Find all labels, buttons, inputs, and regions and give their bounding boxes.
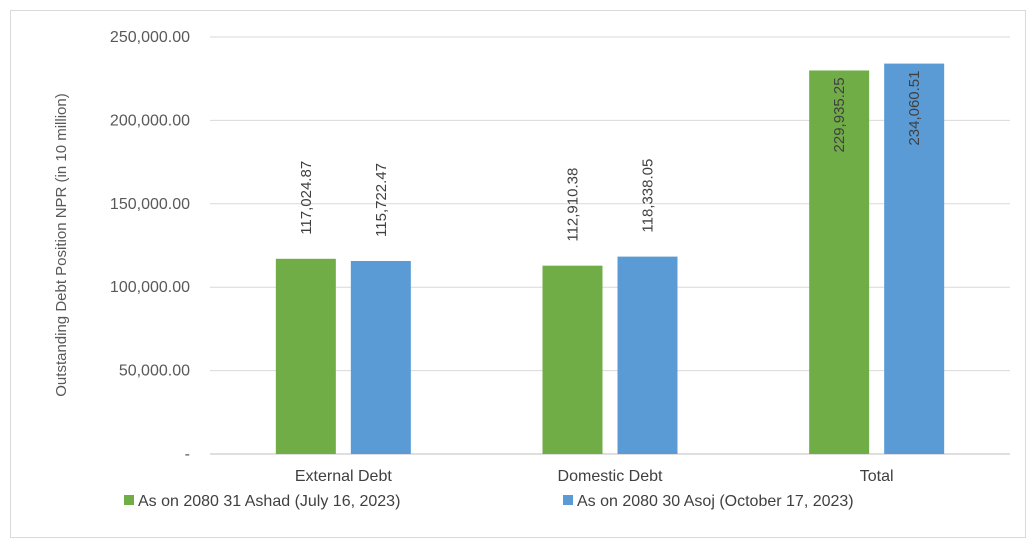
- x-tick-label: External Debt: [295, 468, 392, 485]
- x-tick-label: Total: [860, 468, 894, 485]
- legend-swatch: [124, 495, 134, 505]
- y-tick-label: 250,000.00: [110, 29, 190, 46]
- data-label: 118,338.05: [640, 159, 657, 233]
- data-label: 117,024.87: [298, 161, 315, 235]
- x-tick-label: Domestic Debt: [558, 468, 663, 485]
- y-tick-label: 200,000.00: [110, 112, 190, 129]
- y-tick-label: 50,000.00: [119, 363, 190, 380]
- data-label: 229,935.25: [831, 77, 848, 152]
- bar-ashad: [809, 70, 870, 454]
- bar-ashad: [275, 258, 336, 454]
- legend-swatch: [563, 495, 573, 505]
- data-label: 115,722.47: [373, 163, 390, 237]
- y-axis-label: Outstanding Debt Position NPR (in 10 mil…: [53, 93, 70, 396]
- y-tick-label: 100,000.00: [110, 279, 190, 296]
- bar-asoj: [884, 63, 945, 455]
- bar-asoj: [617, 256, 678, 454]
- data-label: 112,910.38: [565, 168, 582, 242]
- bar-ashad: [542, 265, 603, 454]
- chart-frame: [10, 10, 1026, 538]
- legend-label: As on 2080 31 Ashad (July 16, 2023): [138, 493, 400, 510]
- y-tick-label: -: [185, 446, 190, 463]
- bar-asoj: [350, 260, 411, 454]
- legend-label: As on 2080 30 Asoj (October 17, 2023): [577, 493, 854, 510]
- data-label: 234,060.51: [906, 71, 923, 146]
- y-tick-label: 150,000.00: [110, 196, 190, 213]
